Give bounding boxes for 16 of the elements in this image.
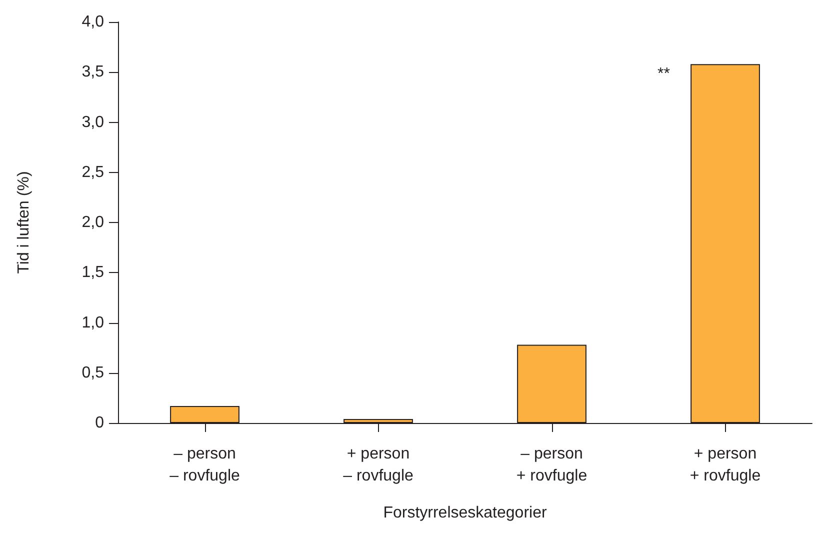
annotation: ** <box>658 66 670 82</box>
y-tick-label: 3,0 <box>82 114 104 131</box>
y-tick-label: 1,5 <box>82 264 104 282</box>
y-tick-label: 0 <box>95 414 104 432</box>
y-tick-label: 4,0 <box>82 14 104 30</box>
x-tick-label: – person + rovfugle <box>516 446 588 484</box>
y-tick-label: 1,0 <box>82 314 104 332</box>
y-tick-label: 2,0 <box>82 214 104 231</box>
y-tick-label: 0,5 <box>82 364 104 382</box>
y-tick-label: 2,5 <box>82 164 104 181</box>
y-axis-title: Tid i luften (%) <box>16 171 32 274</box>
x-tick-label: – person – rovfugle <box>170 446 240 484</box>
x-axis-title: Forstyrrelseskategorier <box>383 504 548 522</box>
x-tick-label: + person – rovfugle <box>343 446 414 484</box>
x-tick-label: + person + rovfugle <box>690 446 761 484</box>
y-tick-label: 3,5 <box>82 64 104 81</box>
